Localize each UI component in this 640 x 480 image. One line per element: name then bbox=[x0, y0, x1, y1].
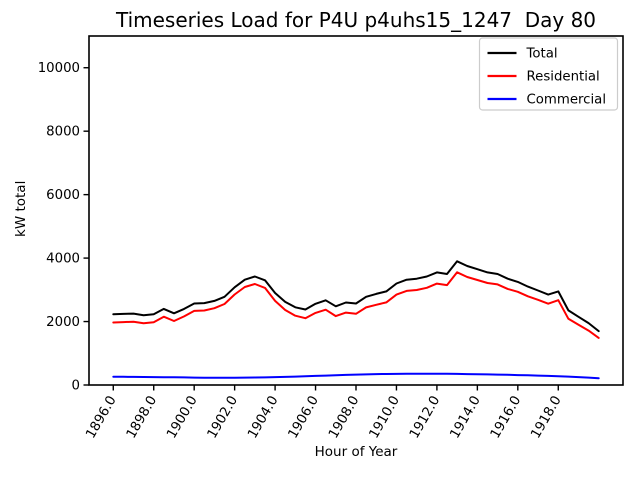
x-tick-label: 1902.0 bbox=[205, 394, 241, 442]
series-line-total bbox=[112, 260, 600, 333]
legend-box bbox=[478, 37, 619, 111]
x-tick-label: 1906.0 bbox=[286, 394, 322, 442]
x-tick-label: 1908.0 bbox=[326, 394, 362, 442]
x-tick-label: 1898.0 bbox=[124, 394, 160, 442]
axes-border bbox=[88, 35, 624, 386]
legend-label-commercial: Commercial bbox=[527, 93, 607, 108]
series-line-commercial bbox=[112, 372, 600, 380]
y-tick-label: 0 bbox=[72, 379, 80, 394]
x-tick-label: 1910.0 bbox=[367, 394, 403, 442]
y-tick-label: 10000 bbox=[38, 61, 80, 76]
chart-title: Timeseries Load for P4U p4uhs15_1247 Day… bbox=[115, 8, 597, 32]
y-tick-label: 2000 bbox=[46, 315, 80, 330]
x-tick-label: 1918.0 bbox=[528, 394, 564, 442]
x-tick-label: 1904.0 bbox=[245, 394, 281, 442]
legend-label-total: Total bbox=[526, 47, 558, 62]
x-tick-label: 1896.0 bbox=[83, 394, 119, 442]
y-tick-label: 6000 bbox=[46, 188, 80, 203]
y-tick-label: 8000 bbox=[46, 125, 80, 140]
x-tick-label: 1912.0 bbox=[407, 394, 443, 442]
series-line-residential bbox=[112, 271, 600, 339]
x-axis-label: Hour of Year bbox=[314, 444, 398, 460]
y-tick-label: 4000 bbox=[46, 252, 80, 267]
legend-label-residential: Residential bbox=[527, 70, 600, 85]
x-tick-label: 1900.0 bbox=[164, 394, 200, 442]
x-tick-label: 1914.0 bbox=[448, 394, 484, 442]
x-tick-label: 1916.0 bbox=[488, 394, 524, 442]
